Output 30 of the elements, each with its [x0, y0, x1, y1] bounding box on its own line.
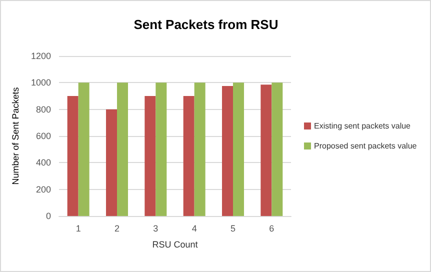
legend-label: Proposed sent packets value [314, 142, 418, 150]
y-tick-label: 200 [36, 184, 51, 194]
x-tick-label: 6 [269, 224, 274, 234]
bar [260, 84, 272, 216]
x-tick-label: 4 [192, 224, 197, 234]
bar [222, 86, 233, 216]
y-tick-label: 1200 [30, 51, 51, 61]
y-tick-label: 600 [36, 131, 51, 141]
bar [272, 82, 283, 216]
chart-title: Sent Packets from RSU [134, 17, 278, 32]
y-tick-label: 0 [46, 211, 51, 221]
bar [117, 82, 128, 216]
bar [183, 96, 194, 216]
legend-label: Existing sent packets value [314, 122, 412, 130]
bar [144, 96, 156, 216]
bar [67, 96, 78, 216]
bar [233, 82, 244, 216]
x-axis-title: RSU Count [152, 240, 198, 250]
bar [78, 82, 90, 216]
y-tick-label: 1000 [30, 78, 51, 88]
x-tick-label: 3 [153, 224, 158, 234]
bar [106, 109, 117, 216]
y-tick-label: 400 [36, 158, 51, 168]
x-tick-label: 5 [230, 224, 236, 234]
x-tick-label: 2 [114, 224, 120, 234]
bar [156, 82, 167, 216]
bar [194, 82, 206, 216]
y-tick-label: 800 [36, 104, 51, 114]
y-axis-title: Number of Sent Packets [10, 86, 21, 185]
x-tick-label: 1 [76, 224, 81, 234]
